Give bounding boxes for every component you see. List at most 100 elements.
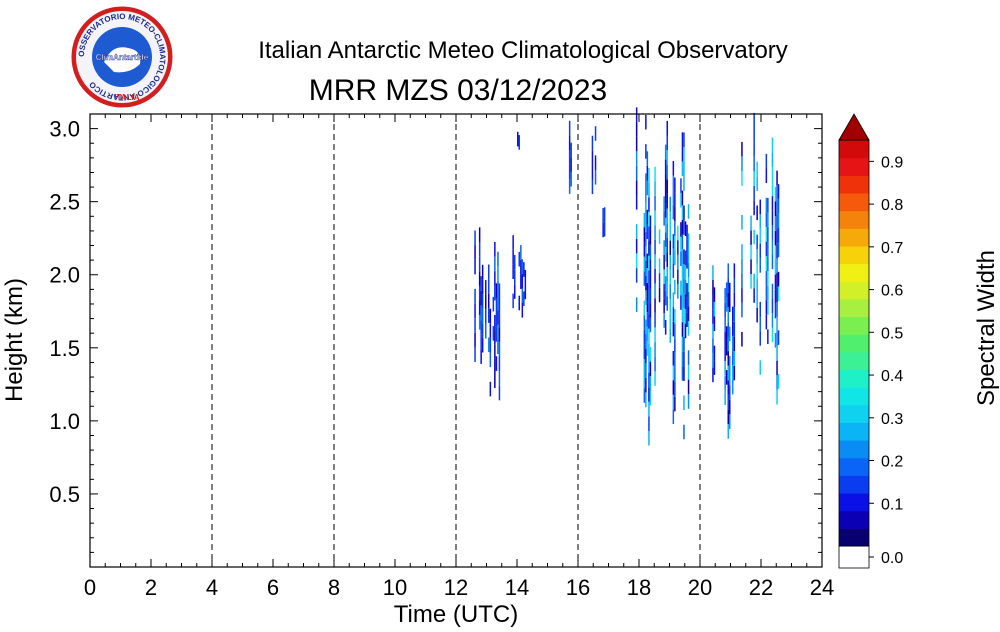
echo-cell [684, 294, 687, 309]
echo-cell [713, 287, 716, 302]
echo-cell [687, 291, 690, 307]
echo-cell [733, 307, 736, 322]
colorbar-swatch [839, 387, 869, 406]
echo-cell [741, 141, 743, 157]
echo-cell [518, 251, 520, 267]
echo-cell [759, 360, 761, 375]
echo-cell [727, 336, 729, 352]
echo-cell [683, 351, 685, 367]
colorbar-tick-label: 0.7 [881, 240, 903, 257]
x-tick-label: 22 [749, 575, 773, 600]
echo-cell [512, 249, 514, 265]
echo-cell [648, 401, 650, 417]
echo-cell [664, 173, 667, 189]
echo-cell [681, 146, 684, 162]
colorbar-tick-label: 0.3 [881, 411, 903, 428]
echo-cell [771, 254, 774, 270]
echo-cell [713, 316, 716, 332]
echo-cell [677, 240, 679, 255]
echo-cell [767, 212, 769, 228]
echo-cell [646, 341, 649, 356]
echo-cell [725, 282, 728, 297]
colorbar-tick-label: 0.8 [881, 197, 903, 214]
echo-cell [684, 309, 687, 324]
echo-cell [474, 288, 476, 304]
echo-cell [674, 367, 676, 382]
echo-cell [774, 303, 777, 319]
chart-title: Italian Antarctic Meteo Climatological O… [258, 37, 788, 64]
echo-cell [481, 264, 484, 280]
echo-cell [594, 126, 597, 141]
echo-cell [648, 182, 650, 198]
echo-cell [485, 309, 487, 324]
echo-cell [765, 212, 768, 227]
echo-cell [712, 353, 714, 368]
echo-cell [649, 317, 652, 333]
echo-cell [776, 316, 778, 332]
echo-cell [518, 295, 520, 311]
colorbar-swatch [839, 245, 869, 265]
echo-cell [478, 227, 481, 242]
echo-cell [687, 379, 690, 395]
echo-cell [478, 300, 481, 316]
echo-cell [681, 161, 684, 177]
echo-cell [480, 290, 482, 306]
echo-cell [741, 171, 743, 186]
colorbar-swatch [839, 369, 869, 388]
echo-cell [635, 121, 638, 137]
echo-cell [498, 298, 501, 313]
echo-cell [643, 329, 646, 345]
echo-cell [674, 235, 676, 251]
echo-cell [771, 166, 774, 182]
echo-cell [646, 297, 649, 313]
echo-cell [756, 205, 758, 221]
echo-region [635, 107, 690, 446]
echo-cell [684, 250, 687, 266]
echo-cell [732, 350, 734, 366]
echo-cell [753, 156, 755, 172]
echo-cell [725, 370, 728, 385]
echo-cell [654, 254, 656, 269]
echo-cell [729, 355, 731, 371]
echo-cell [664, 144, 667, 160]
echo-cell [643, 359, 646, 374]
echo-cell [512, 235, 514, 250]
echo-cell [767, 197, 769, 213]
echo-cell [654, 298, 656, 313]
echo-cell [765, 256, 768, 271]
echo-cell [729, 370, 731, 386]
echo-cell [683, 395, 685, 411]
echo-cell [494, 256, 496, 272]
echo-cell [494, 315, 496, 330]
echo-cell [729, 326, 731, 342]
echo-cell [733, 263, 736, 278]
echo-cell [753, 229, 755, 245]
echo-cell [669, 226, 671, 241]
echo-cell [649, 303, 652, 318]
echo-cell [635, 151, 638, 166]
echo-cell [765, 227, 768, 242]
echo-cell [666, 223, 668, 238]
echo-cell [666, 179, 668, 194]
echo-cell [680, 251, 682, 266]
echo-cell [674, 382, 676, 397]
echo-cell [517, 131, 519, 147]
echo-cell [677, 269, 679, 284]
echo-cell [712, 338, 714, 353]
echo-cell [666, 281, 668, 297]
echo-cell [603, 207, 606, 222]
echo-cell [681, 263, 684, 279]
echo-cell [681, 307, 684, 323]
echo-cell [727, 263, 729, 278]
echo-cell [512, 293, 514, 309]
echo-cell [684, 221, 687, 236]
echo-cell [524, 270, 527, 285]
echo-cell [648, 284, 650, 300]
echo-cell [765, 153, 768, 169]
echo-cell [777, 286, 780, 302]
echo-cell [732, 365, 734, 380]
echo-cell [495, 283, 498, 298]
echo-region [741, 112, 780, 405]
echo-cell [672, 321, 675, 337]
echo-cell [654, 181, 656, 196]
